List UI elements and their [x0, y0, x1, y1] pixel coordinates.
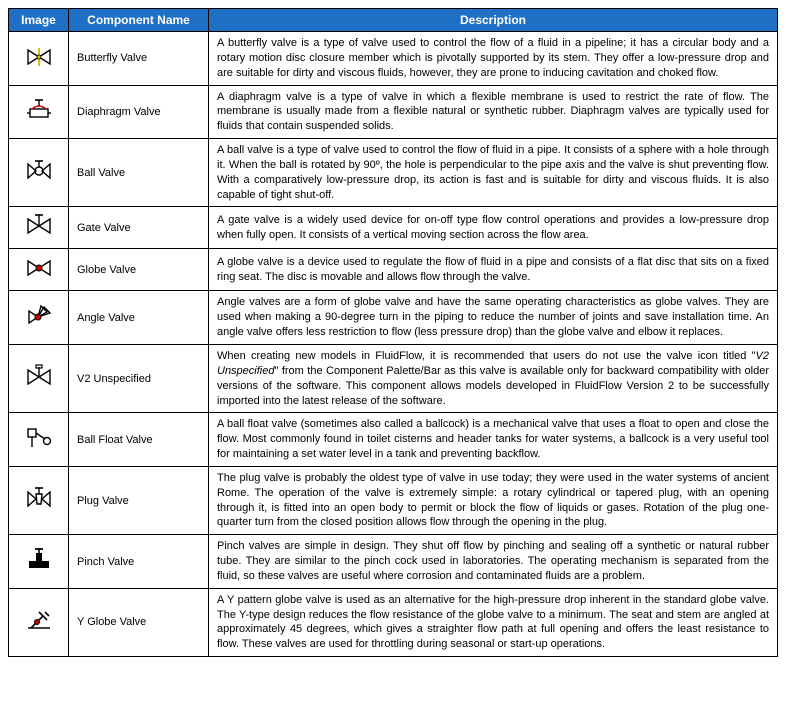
component-description: A ball float valve (sometimes also calle… — [209, 413, 778, 467]
gate-valve-icon — [9, 207, 69, 249]
angle-valve-icon — [9, 291, 69, 345]
col-header-image: Image — [9, 9, 69, 32]
component-name: Gate Valve — [69, 207, 209, 249]
component-description: A diaphragm valve is a type of valve in … — [209, 85, 778, 139]
component-description: Pinch valves are simple in design. They … — [209, 535, 778, 589]
table-row: Gate ValveA gate valve is a widely used … — [9, 207, 778, 249]
component-name: Globe Valve — [69, 249, 209, 291]
component-name: Butterfly Valve — [69, 32, 209, 86]
component-description: A Y pattern globe valve is used as an al… — [209, 588, 778, 656]
globe-valve-icon — [9, 249, 69, 291]
component-name: Y Globe Valve — [69, 588, 209, 656]
table-row: Angle ValveAngle valves are a form of gl… — [9, 291, 778, 345]
table-row: Ball ValveA ball valve is a type of valv… — [9, 139, 778, 207]
table-row: Diaphragm ValveA diaphragm valve is a ty… — [9, 85, 778, 139]
component-description: A globe valve is a device used to regula… — [209, 249, 778, 291]
col-header-desc: Description — [209, 9, 778, 32]
table-row: Plug ValveThe plug valve is probably the… — [9, 466, 778, 534]
butterfly-valve-icon — [9, 32, 69, 86]
component-description: Angle valves are a form of globe valve a… — [209, 291, 778, 345]
table-row: Pinch ValvePinch valves are simple in de… — [9, 535, 778, 589]
y-globe-valve-icon — [9, 588, 69, 656]
component-name: Diaphragm Valve — [69, 85, 209, 139]
pinch-valve-icon — [9, 535, 69, 589]
diaphragm-valve-icon — [9, 85, 69, 139]
ball-valve-icon — [9, 139, 69, 207]
component-description: When creating new models in FluidFlow, i… — [209, 344, 778, 412]
ball-float-valve-icon — [9, 413, 69, 467]
table-row: V2 UnspecifiedWhen creating new models i… — [9, 344, 778, 412]
table-row: Ball Float ValveA ball float valve (some… — [9, 413, 778, 467]
component-description: The plug valve is probably the oldest ty… — [209, 466, 778, 534]
table-row: Y Globe ValveA Y pattern globe valve is … — [9, 588, 778, 656]
col-header-name: Component Name — [69, 9, 209, 32]
table-row: Butterfly ValveA butterfly valve is a ty… — [9, 32, 778, 86]
component-description: A gate valve is a widely used device for… — [209, 207, 778, 249]
component-description: A ball valve is a type of valve used to … — [209, 139, 778, 207]
component-description: A butterfly valve is a type of valve use… — [209, 32, 778, 86]
component-name: V2 Unspecified — [69, 344, 209, 412]
table-header-row: Image Component Name Description — [9, 9, 778, 32]
component-name: Plug Valve — [69, 466, 209, 534]
table-row: Globe ValveA globe valve is a device use… — [9, 249, 778, 291]
plug-valve-icon — [9, 466, 69, 534]
component-name: Pinch Valve — [69, 535, 209, 589]
component-name: Ball Valve — [69, 139, 209, 207]
component-name: Ball Float Valve — [69, 413, 209, 467]
v2-unspecified-icon — [9, 344, 69, 412]
valve-table: Image Component Name Description Butterf… — [8, 8, 778, 657]
component-name: Angle Valve — [69, 291, 209, 345]
